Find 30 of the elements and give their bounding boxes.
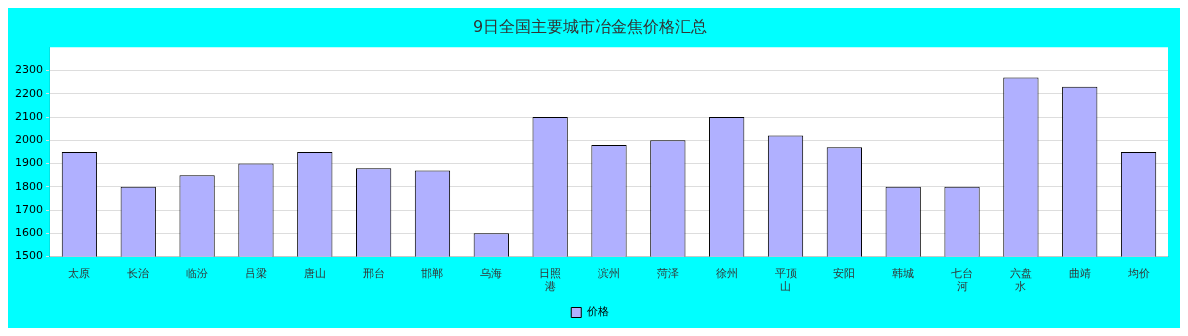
x-tick-label: 徐州 [715, 267, 738, 281]
x-tick-label: 安阳 [833, 267, 856, 281]
y-tick-label: 2300 [14, 63, 43, 77]
y-tick-label: 1800 [14, 179, 43, 193]
legend-label: 价格 [585, 305, 609, 319]
x-tick-label: 太原 [68, 267, 91, 281]
x-tick-label: 长治 [127, 267, 150, 281]
x-tick-label: 乌海 [480, 267, 503, 281]
y-tick-label: 2000 [14, 133, 43, 147]
y-tick-label: 1500 [14, 249, 43, 263]
x-tick-label: 均价 [1126, 267, 1150, 281]
x-tick-label: 六盘水 [1009, 267, 1032, 294]
y-tick-label: 1900 [14, 156, 43, 170]
x-tick-label: 七台河 [951, 267, 974, 294]
x-tick-label: 平顶山 [774, 267, 797, 294]
y-tick-label: 2100 [14, 109, 43, 123]
x-tick-label: 唐山 [303, 267, 326, 281]
x-tick-label: 韩城 [892, 267, 915, 281]
x-tick-label: 吕梁 [244, 267, 267, 281]
y-tick-label: 1700 [14, 202, 43, 216]
x-tick-label: 邯郸 [421, 267, 444, 281]
chart-title: 9日全国主要城市冶金焦价格汇总 [472, 16, 708, 36]
x-tick-label: 邢台 [362, 267, 385, 281]
y-tick-label: 2200 [14, 86, 43, 100]
x-tick-label: 菏泽 [656, 267, 679, 281]
x-tick-label: 滨州 [598, 267, 620, 281]
y-tick-label: 1600 [14, 226, 43, 240]
x-tick-label: 日照港 [539, 267, 562, 294]
x-tick-label: 临汾 [186, 267, 209, 281]
x-tick-label: 曲靖 [1068, 267, 1091, 281]
